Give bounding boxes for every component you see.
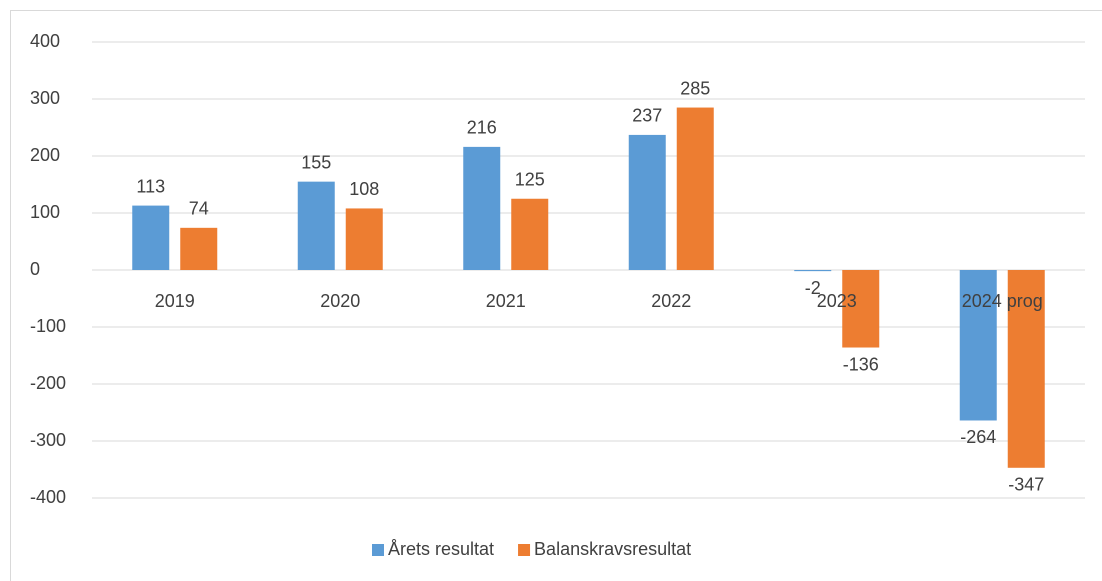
data-label: 155	[301, 152, 331, 172]
chart-border	[10, 10, 1102, 581]
y-tick-label: 300	[30, 88, 60, 108]
bar	[959, 270, 997, 421]
y-tick-label: -300	[30, 430, 66, 450]
x-tick-label: 2023	[817, 291, 857, 311]
legend-swatch	[372, 544, 384, 556]
bar	[511, 198, 549, 270]
x-tick-label: 2024 prog	[962, 291, 1043, 311]
y-tick-label: 200	[30, 145, 60, 165]
x-tick-label: 2020	[320, 291, 360, 311]
x-tick-label: 2022	[651, 291, 691, 311]
bar	[676, 107, 714, 270]
bar	[180, 227, 218, 270]
y-tick-label: 0	[30, 259, 40, 279]
data-label: 216	[467, 118, 497, 138]
bar	[1007, 270, 1045, 468]
data-label: -264	[960, 427, 996, 447]
data-label: -347	[1008, 475, 1044, 495]
y-tick-label: 400	[30, 31, 60, 51]
legend-label: Årets resultat	[388, 539, 494, 559]
legend-swatch	[518, 544, 531, 556]
bar	[345, 208, 383, 270]
bar	[463, 146, 501, 270]
data-label: 108	[349, 179, 379, 199]
x-tick-label: 2021	[486, 291, 526, 311]
bar	[842, 270, 880, 348]
data-label: -2	[805, 278, 821, 298]
legend-label: Balanskravsresultat	[534, 539, 691, 559]
y-tick-label: -400	[30, 487, 66, 507]
x-tick-label: 2019	[155, 291, 195, 311]
data-label: 113	[136, 176, 165, 196]
y-tick-label: -200	[30, 373, 66, 393]
bar	[132, 205, 170, 270]
bar	[297, 181, 335, 270]
data-label: -136	[843, 354, 879, 374]
bar	[794, 270, 832, 272]
data-label: 125	[515, 170, 545, 190]
y-tick-label: -100	[30, 316, 66, 336]
data-label: 237	[632, 106, 662, 126]
data-label: 285	[680, 78, 710, 98]
y-tick-label: 100	[30, 202, 60, 222]
data-label: 74	[189, 199, 209, 219]
bar	[628, 134, 666, 270]
